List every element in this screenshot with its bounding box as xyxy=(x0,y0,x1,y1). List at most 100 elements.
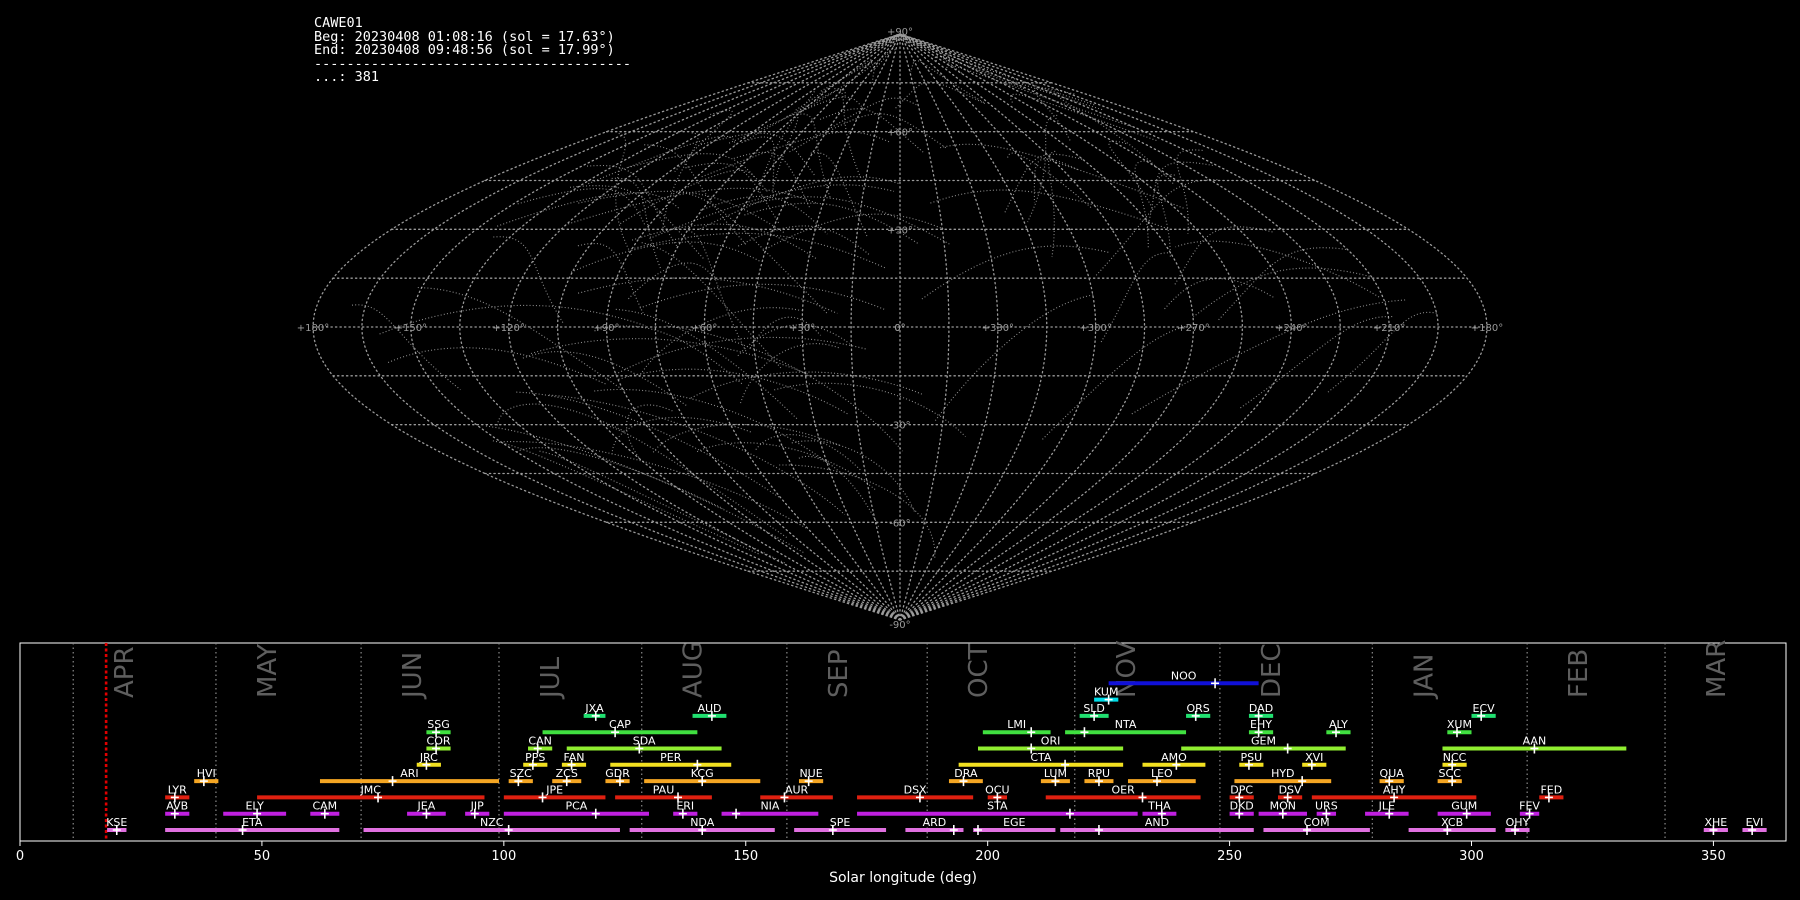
shower-label: PER xyxy=(660,751,682,764)
meteor-trail xyxy=(1193,267,1370,318)
shower-sld: SLD xyxy=(1079,702,1109,721)
shower-label: JLE xyxy=(1378,800,1395,813)
meteor-trail xyxy=(618,368,849,415)
shower-label: CAM xyxy=(312,800,337,813)
meteor-trail xyxy=(661,132,699,234)
shower-ari: ARI xyxy=(319,767,499,787)
x-tick-label: 150 xyxy=(733,849,758,864)
shower-dad: DAD xyxy=(1249,702,1273,721)
meridian-line xyxy=(410,33,901,621)
shower-jea: JEA xyxy=(407,800,446,819)
shower-ehy: EHY xyxy=(1248,718,1274,738)
meteor-trail xyxy=(797,113,832,200)
meteor-trail xyxy=(762,213,944,252)
lon-label: +30° xyxy=(789,323,815,334)
shower-label: EGE xyxy=(1003,816,1025,829)
meteor-trail xyxy=(893,81,986,110)
shower-kse: KSE xyxy=(106,816,127,835)
x-axis-label: Solar longitude (deg) xyxy=(829,870,977,886)
meteor-trail xyxy=(939,143,1184,209)
shower-label: XHE xyxy=(1704,816,1727,829)
shower-eta: ETA xyxy=(165,816,340,835)
shower-fan: FAN xyxy=(561,751,587,770)
month-label-jan: JAN xyxy=(1409,654,1439,700)
lon-label: +240° xyxy=(1275,323,1307,334)
shower-label: SPE xyxy=(830,816,851,829)
shower-label: NIA xyxy=(760,800,779,813)
shower-jmc: JMC xyxy=(257,783,485,803)
meteor-trail xyxy=(1048,150,1056,258)
shower-label: AHY xyxy=(1383,783,1406,796)
lon-label: +120° xyxy=(492,323,524,334)
shower-jpe: JPE xyxy=(503,783,606,803)
shower-label: PAU xyxy=(653,783,675,796)
meteor-trail xyxy=(1027,114,1058,223)
shower-label: OCU xyxy=(985,783,1009,796)
shower-dra: DRA xyxy=(948,767,983,787)
shower-label: XUM xyxy=(1447,718,1472,731)
meteor-trail xyxy=(1009,93,1157,142)
shower-psu: PSU xyxy=(1239,751,1264,770)
x-tick-label: 50 xyxy=(254,849,271,864)
shower-kum: KUM xyxy=(1094,686,1118,705)
meteor-trail xyxy=(810,152,868,238)
shower-label: DSX xyxy=(904,783,927,796)
meteor-trail xyxy=(1239,316,1393,410)
shower-label: EVI xyxy=(1746,816,1764,829)
meteor-trail xyxy=(517,188,646,225)
shower-label: NOO xyxy=(1171,669,1197,682)
shower-jip: JIP xyxy=(465,800,490,819)
shower-dsv: DSV xyxy=(1277,783,1303,803)
lon-label: +180° xyxy=(297,323,329,334)
shower-label: ORS xyxy=(1186,702,1209,715)
shower-ssg: SSG xyxy=(426,718,451,738)
shower-label: DRA xyxy=(954,767,978,780)
shower-hvi: HVI xyxy=(194,767,219,787)
shower-cta: CTA xyxy=(958,751,1124,770)
shower-xum: XUM xyxy=(1447,718,1472,738)
shower-label: ELY xyxy=(245,800,264,813)
shower-ege: EGE xyxy=(973,816,1056,835)
x-tick-label: 0 xyxy=(16,849,24,864)
lon-label: 0° xyxy=(894,323,905,334)
meteor-trail xyxy=(620,169,755,225)
shower-pau: PAU xyxy=(615,783,712,803)
meteor-trail xyxy=(1099,252,1172,344)
shower-zcs: ZCS xyxy=(552,767,582,787)
shower-label: EHY xyxy=(1250,718,1272,731)
lat-label: +90° xyxy=(887,27,913,38)
shower-qua: QUA xyxy=(1380,767,1404,787)
meteor-trail xyxy=(606,336,867,380)
shower-label: XCB xyxy=(1441,816,1463,829)
meteor-trail xyxy=(639,283,885,310)
shower-label: FAN xyxy=(563,751,584,764)
shower-ohy: OHY xyxy=(1505,816,1530,835)
lon-label: +210° xyxy=(1373,323,1405,334)
shower-szc: SZC xyxy=(508,767,533,787)
meteor-trail xyxy=(820,61,876,92)
meteor-trail xyxy=(679,191,828,314)
shower-label: STA xyxy=(987,800,1008,813)
lon-label: +270° xyxy=(1177,323,1209,334)
shower-can: CAN xyxy=(528,735,553,754)
meteor-trail xyxy=(1216,247,1346,322)
meteor-trail xyxy=(387,347,607,385)
shower-avb: AVB xyxy=(165,800,190,819)
meteor-trail xyxy=(1174,226,1273,285)
shower-label: LMI xyxy=(1007,718,1026,731)
shower-label: JIP xyxy=(470,800,484,813)
shower-label: JRC xyxy=(419,751,438,764)
shower-nia: NIA xyxy=(721,800,819,819)
shower-amo: AMO xyxy=(1142,751,1206,770)
shower-label: URS xyxy=(1315,800,1338,813)
shower-ely: ELY xyxy=(223,800,287,819)
shower-gem: GEM xyxy=(1181,735,1346,754)
shower-label: NUE xyxy=(799,767,822,780)
lon-label: +300° xyxy=(1079,323,1111,334)
meteor-trail xyxy=(586,164,679,249)
shower-ncc: NCC xyxy=(1442,751,1467,770)
meteor-trail xyxy=(530,338,810,376)
lat-label: -90° xyxy=(889,620,910,631)
shower-evi: EVI xyxy=(1742,816,1767,835)
meteor-trail xyxy=(631,223,817,260)
